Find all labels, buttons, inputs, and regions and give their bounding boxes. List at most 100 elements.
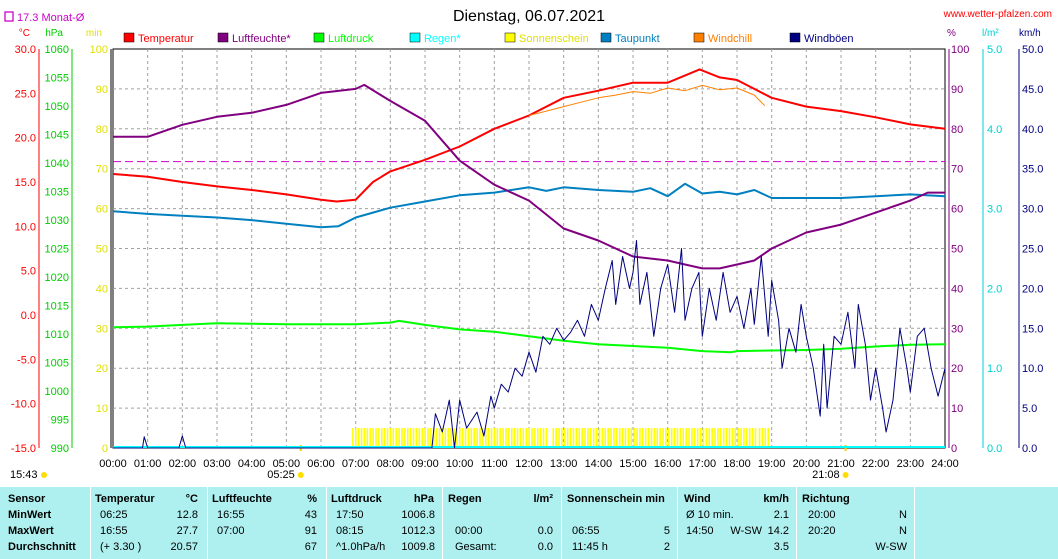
series-luftdruck	[112, 319, 946, 354]
row-label: MaxWert	[8, 525, 54, 537]
humidity-tick-label: 0	[951, 443, 957, 455]
table-divider	[207, 487, 208, 559]
dir-value: N	[899, 525, 907, 537]
hpa-tick-label: 1040	[45, 158, 69, 170]
humidity-tick-label: 40	[951, 283, 963, 295]
sun-value: 2	[663, 541, 670, 553]
x-tick-label: 10:00	[446, 458, 474, 470]
chart-y-axes: °C -15.0 -10.0 -5.0 0.0 5.0 10.0 15.0 20.0 25.0 30…	[11, 28, 1044, 455]
wind-value: 3.5	[773, 541, 789, 553]
dir-value: N	[899, 509, 907, 521]
hpa-tick-label: 995	[51, 415, 69, 427]
humidity-tick-label: 70	[951, 164, 963, 176]
header-luftdruck: Luftdruck	[331, 493, 382, 505]
humidity-tick-label: 90	[951, 84, 963, 96]
sun_min-tick-label: 40	[96, 283, 108, 295]
humidity-unit: %	[947, 28, 956, 39]
wind-tick-label: 5.0	[1022, 403, 1037, 415]
header-richtung: Richtung	[802, 493, 850, 505]
x-tick-label: 01:00	[134, 458, 162, 470]
wind-direction: W-SW	[730, 525, 762, 537]
table-divider	[442, 487, 443, 559]
sun_min-tick-label: 80	[96, 124, 108, 136]
humidity-tick-label: 10	[951, 403, 963, 415]
humidity-tick-label: 60	[951, 204, 963, 216]
header-sensor: Sensor	[8, 493, 46, 505]
header-hpa-unit: hPa	[413, 493, 434, 505]
legend-swatch	[313, 32, 325, 43]
hpa-tick-label: 1010	[45, 329, 69, 341]
temp-time: 06:25	[100, 509, 128, 521]
legend-item: Luftdruck	[313, 32, 374, 45]
hpa-time: 17:50	[336, 509, 364, 521]
current-time-icon	[41, 472, 47, 478]
wind-tick-label: 10.0	[1022, 363, 1043, 375]
hpa-value: 1012.3	[401, 525, 435, 537]
hpa-unit: hPa	[45, 28, 63, 39]
sunrise-icon	[297, 472, 304, 478]
sun_min-unit: min	[86, 28, 102, 39]
temp-tick-label: -15.0	[11, 443, 36, 455]
hpa-time: ^1.0hPa/h	[336, 541, 386, 553]
legend-item: Windböen	[789, 32, 854, 45]
hpa-tick-label: 1055	[45, 73, 69, 85]
hpa-tick-label: 1030	[45, 215, 69, 227]
hpa-value: 1006.8	[401, 509, 435, 521]
header-hum-unit: %	[307, 493, 317, 505]
dir-value: W-SW	[875, 541, 907, 553]
sun-time: 11:45 h	[572, 541, 608, 553]
rain-value: 0.0	[537, 525, 553, 537]
header-rain-unit: l/m²	[533, 493, 553, 505]
humidity-tick-label: 80	[951, 124, 963, 136]
dir-time: 20:20	[808, 525, 836, 537]
temp-tick-label: 10.0	[15, 221, 36, 233]
table-divider	[677, 487, 678, 559]
hum-value: 67	[304, 541, 317, 553]
legend-swatch	[693, 32, 705, 43]
legend-item: Taupunkt	[600, 32, 660, 45]
sun_min-tick-label: 50	[96, 244, 108, 256]
sunrise-label: 05:25	[267, 469, 295, 481]
wind-tick-label: 40.0	[1022, 124, 1043, 136]
series-windb-en	[113, 240, 946, 449]
temp-value: 27.7	[176, 525, 198, 537]
sun_min-tick-label: 100	[90, 44, 108, 56]
dir-time: 20:00	[808, 509, 836, 521]
wind-value: 2.1	[773, 509, 789, 521]
header-regen: Regen	[448, 493, 482, 505]
legend-label: Windchill	[708, 33, 752, 45]
x-tick-label: 17:00	[689, 458, 717, 470]
legend-swatch	[409, 32, 421, 43]
sun_min-tick-label: 90	[96, 84, 108, 96]
sun_min-tick-label: 20	[96, 363, 108, 375]
x-tick-label: 00:00	[99, 458, 127, 470]
legend-item: Luftfeuchte*	[217, 32, 291, 45]
rain-tick-label: 3.0	[987, 204, 1002, 216]
wind-tick-label: 35.0	[1022, 164, 1043, 176]
rain-tick-label: 2.0	[987, 283, 1002, 295]
header-wind-unit: km/h	[763, 493, 789, 505]
temp-tick-label: 25.0	[15, 88, 36, 100]
x-tick-label: 02:00	[169, 458, 197, 470]
legend-label: Luftdruck	[328, 33, 374, 45]
row-label: Durchschnitt	[8, 541, 76, 553]
hpa-tick-label: 1035	[45, 187, 69, 199]
humidity-tick-label: 20	[951, 363, 963, 375]
hum-time: 07:00	[217, 525, 245, 537]
x-tick-label: 03:00	[203, 458, 231, 470]
temp-tick-label: -5.0	[17, 354, 36, 366]
humidity-tick-label: 100	[951, 44, 969, 56]
hpa-tick-label: 1005	[45, 358, 69, 370]
hpa-tick-label: 1020	[45, 272, 69, 284]
wind-tick-label: 45.0	[1022, 84, 1043, 96]
temp-tick-label: 5.0	[21, 266, 36, 278]
sun-time: 06:55	[572, 525, 600, 537]
x-tick-label: 05:00	[273, 458, 301, 470]
hum-value: 91	[304, 525, 317, 537]
series-windchill	[528, 84, 766, 116]
temp-tick-label: -10.0	[11, 399, 36, 411]
site-url[interactable]: www.wetter-pfalzen.com	[943, 9, 1052, 20]
sunset-label: 21:08	[812, 469, 840, 481]
legend-swatch	[217, 32, 229, 43]
humidity-tick-label: 30	[951, 323, 963, 335]
